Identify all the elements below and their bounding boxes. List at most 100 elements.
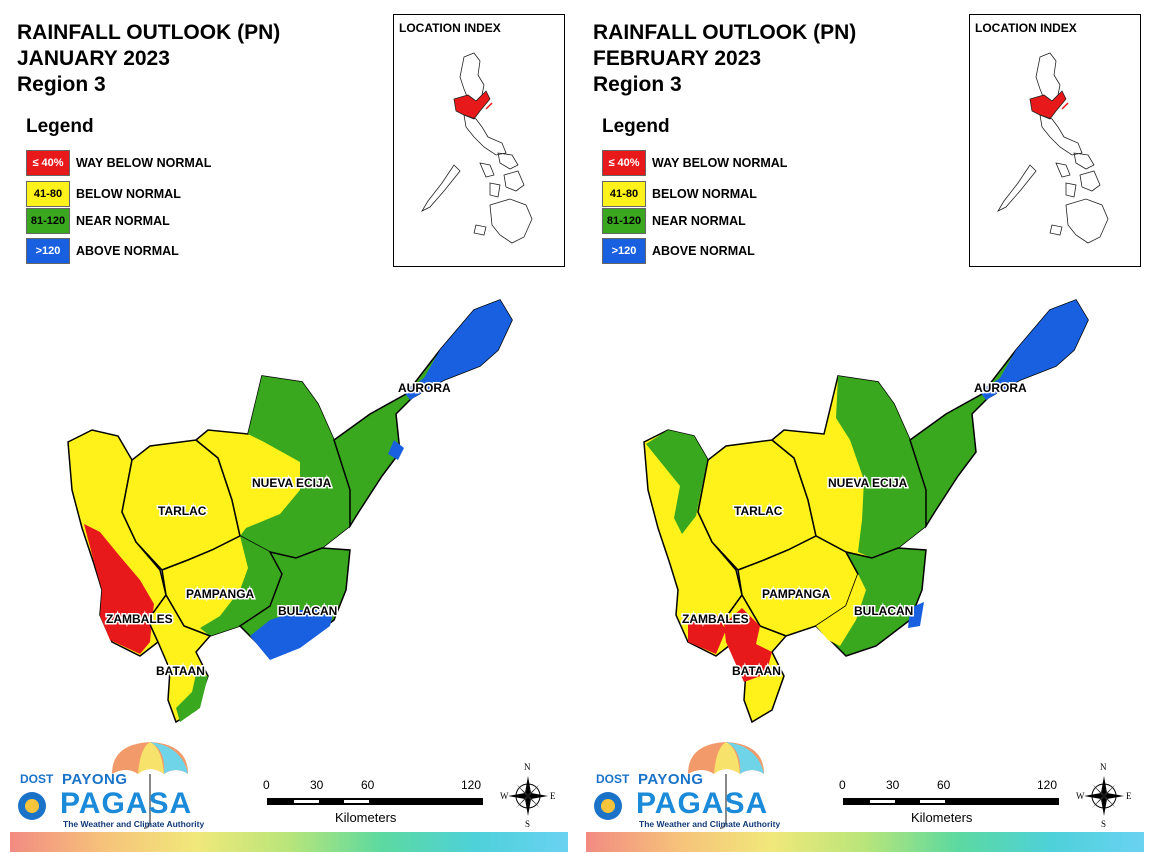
- logo-payong-text: PAYONG: [62, 771, 128, 788]
- scale-bar: 0 30 60 120 Kilometers: [263, 778, 495, 828]
- label-zambales: ZAMBALES: [106, 612, 173, 626]
- gradient-footer-strip: [586, 832, 1144, 852]
- title-line-2: JANUARY 2023: [17, 47, 170, 70]
- title-line-1: RAINFALL OUTLOOK (PN): [593, 21, 857, 44]
- label-tarlac: TARLAC: [734, 504, 783, 518]
- nueva-ecija-green-zone: [240, 376, 350, 558]
- label-pampanga: PAMPANGA: [762, 587, 831, 601]
- logo-payong-text: PAYONG: [638, 771, 704, 788]
- location-index-inset: LOCATION INDEX: [969, 14, 1141, 267]
- title-line-1: RAINFALL OUTLOOK (PN): [17, 21, 281, 44]
- inset-title: LOCATION INDEX: [975, 21, 1077, 35]
- legend-item-above: >120 ABOVE NORMAL: [602, 238, 755, 264]
- title-line-3: Region 3: [593, 73, 682, 96]
- outlook-panel-february: RAINFALL OUTLOOK (PN) FEBRUARY 2023 Regi…: [576, 0, 1152, 864]
- legend-swatch: 41-80: [26, 181, 70, 207]
- label-aurora: AURORA: [398, 381, 451, 395]
- scale-unit-label: Kilometers: [911, 810, 973, 825]
- region3-rainfall-map: AURORA NUEVA ECIJA TARLAC PAMPANGA BULAC…: [67, 299, 513, 724]
- scale-bar-graphic: [267, 798, 483, 805]
- bulacan-yellow-zone: [816, 562, 866, 646]
- label-bataan: BATAAN: [156, 664, 205, 678]
- legend-label: NEAR NORMAL: [652, 214, 746, 228]
- map-title: RAINFALL OUTLOOK (PN) FEBRUARY 2023 Regi…: [593, 20, 856, 98]
- scale-tick-0: 0: [839, 778, 846, 792]
- label-bulacan: BULACAN: [278, 604, 337, 618]
- legend-swatch: ≤ 40%: [26, 150, 70, 176]
- logo-dost-text: DOST: [596, 772, 630, 786]
- legend-label: NEAR NORMAL: [76, 214, 170, 228]
- logo-dost-text: DOST: [20, 772, 54, 786]
- legend-item-way-below: ≤ 40% WAY BELOW NORMAL: [602, 150, 787, 176]
- compass-s: S: [1101, 819, 1107, 829]
- legend-item-below: 41-80 BELOW NORMAL: [602, 181, 757, 207]
- scale-tick-60: 60: [937, 778, 951, 792]
- scale-bar-graphic: [843, 798, 1059, 805]
- legend-swatch: >120: [602, 238, 646, 264]
- logo-pagasa-text: PAGASA: [636, 787, 769, 820]
- compass-n: N: [1100, 762, 1107, 772]
- legend-item-way-below: ≤ 40% WAY BELOW NORMAL: [26, 150, 211, 176]
- compass-n: N: [524, 762, 531, 772]
- bulacan-blue-zone: [908, 602, 924, 628]
- compass-s: S: [525, 819, 531, 829]
- legend-item-near: 81-120 NEAR NORMAL: [26, 208, 170, 234]
- legend-label: BELOW NORMAL: [76, 187, 181, 201]
- legend-label: WAY BELOW NORMAL: [76, 156, 212, 170]
- legend-label: ABOVE NORMAL: [76, 244, 179, 258]
- label-tarlac: TARLAC: [158, 504, 207, 518]
- scale-tick-30: 30: [310, 778, 324, 792]
- aurora-blue-zone: [980, 300, 1088, 400]
- scale-tick-60: 60: [361, 778, 375, 792]
- nueva-ecija-green-zone: [836, 376, 926, 558]
- region3-rainfall-map: AURORA NUEVA ECIJA TARLAC PAMPANGA BULAC…: [643, 299, 1089, 724]
- compass-rose-icon: [1084, 776, 1124, 816]
- scale-tick-30: 30: [886, 778, 900, 792]
- title-line-3: Region 3: [17, 73, 106, 96]
- aurora-blue-coast: [388, 440, 404, 460]
- legend-swatch: 81-120: [26, 208, 70, 234]
- legend-title: Legend: [602, 116, 670, 137]
- logo-tagline: The Weather and Climate Authority: [639, 819, 781, 829]
- compass-w: W: [500, 791, 509, 801]
- legend-item-above: >120 ABOVE NORMAL: [26, 238, 179, 264]
- philippines-outline-map: [420, 52, 533, 244]
- compass-rose-icon: [508, 776, 548, 816]
- label-zambales: ZAMBALES: [682, 612, 749, 626]
- label-pampanga: PAMPANGA: [186, 587, 255, 601]
- philippines-outline-map: [996, 52, 1109, 244]
- legend-swatch: >120: [26, 238, 70, 264]
- legend-item-below: 41-80 BELOW NORMAL: [26, 181, 181, 207]
- label-aurora: AURORA: [974, 381, 1027, 395]
- umbrella-icon: [18, 742, 188, 829]
- legend-label: ABOVE NORMAL: [652, 244, 755, 258]
- scale-tick-120: 120: [1037, 778, 1058, 792]
- pagasa-logo: DOST PAYONG PAGASA The Weather and Clima…: [16, 740, 204, 832]
- inset-title: LOCATION INDEX: [399, 21, 501, 35]
- scale-tick-0: 0: [263, 778, 270, 792]
- bataan-red-zone: [724, 608, 772, 682]
- region3-highlight: [453, 90, 491, 120]
- legend-swatch: 81-120: [602, 208, 646, 234]
- north-arrow: N S W E: [500, 762, 556, 829]
- legend-swatch: 41-80: [602, 181, 646, 207]
- legend-item-near: 81-120 NEAR NORMAL: [602, 208, 746, 234]
- map-title: RAINFALL OUTLOOK (PN) JANUARY 2023 Regio…: [17, 20, 280, 98]
- bulacan-blue-zone: [250, 610, 334, 660]
- logo-tagline: The Weather and Climate Authority: [63, 819, 205, 829]
- location-index-inset: LOCATION INDEX: [393, 14, 565, 267]
- label-bulacan: BULACAN: [854, 604, 913, 618]
- aurora-blue-zone: [404, 300, 512, 400]
- scale-bar: 0 30 60 120 Kilometers: [839, 778, 1071, 828]
- zambales-green-zone: [646, 430, 708, 534]
- logo-pagasa-text: PAGASA: [60, 787, 193, 820]
- compass-e: E: [1126, 791, 1132, 801]
- region3-highlight: [1029, 90, 1067, 120]
- compass-w: W: [1076, 791, 1085, 801]
- label-nueva-ecija: NUEVA ECIJA: [252, 476, 332, 490]
- gradient-footer-strip: [10, 832, 568, 852]
- scale-unit-label: Kilometers: [335, 810, 397, 825]
- bataan-green-zone: [176, 674, 208, 722]
- legend-swatch: ≤ 40%: [602, 150, 646, 176]
- label-bataan: BATAAN: [732, 664, 781, 678]
